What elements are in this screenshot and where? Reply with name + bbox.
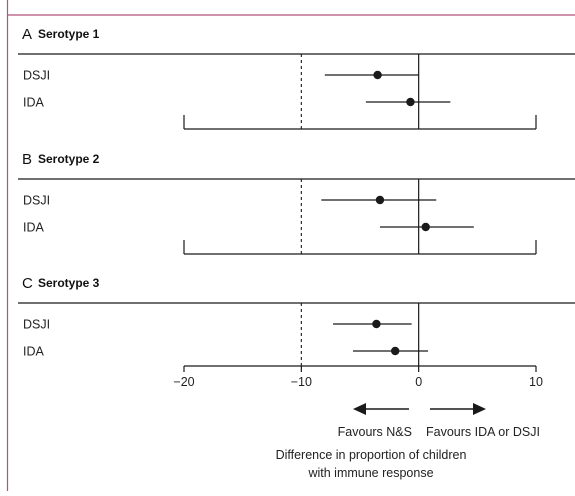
panel-c-tick-label-0: 0 — [415, 375, 422, 389]
x-axis-label-line2: with immune response — [307, 466, 433, 480]
panel-c-letter: C — [22, 275, 33, 292]
favours-left-label: Favours N&S — [338, 425, 412, 439]
panel-c-ida-point — [391, 347, 399, 355]
panel-c-title: Serotype 3 — [38, 276, 100, 290]
panel-b-title: Serotype 2 — [38, 152, 100, 166]
panel-b: B Serotype 2 DSJI IDA — [8, 140, 575, 254]
panel-a-letter: A — [22, 26, 32, 43]
panel-a-ida-point — [406, 98, 414, 106]
favours-left-arrowhead — [353, 403, 366, 415]
x-axis-label-line1: Difference in proportion of children — [276, 448, 467, 462]
panel-b-dsji-label: DSJI — [23, 194, 50, 208]
panel-c-dsji-label: DSJI — [23, 318, 50, 332]
panel-c-dsji-point — [372, 320, 380, 328]
panel-b-letter: B — [22, 151, 32, 168]
panel-a-dsji-point — [373, 71, 381, 79]
favours-arrows — [353, 403, 486, 415]
panel-c-tick-label-10: 10 — [529, 375, 543, 389]
panel-b-ida-label: IDA — [23, 221, 45, 235]
panel-c-tick-label-neg10: −10 — [291, 375, 312, 389]
panel-c-ida-label: IDA — [23, 345, 45, 359]
panel-a-ida-label: IDA — [23, 96, 45, 110]
panel-a-title: Serotype 1 — [38, 27, 100, 41]
favours-right-label: Favours IDA or DSJI — [426, 425, 540, 439]
panel-a: A Serotype 1 DSJI IDA — [18, 26, 575, 129]
panel-c: C Serotype 3 −20 −10 0 10 DSJI IDA — [8, 264, 575, 389]
panel-a-dsji-label: DSJI — [23, 69, 50, 83]
panel-b-ida-point — [422, 223, 430, 231]
panel-b-dsji-point — [376, 196, 384, 204]
favours-right-arrowhead — [473, 403, 486, 415]
panel-c-tick-label-neg20: −20 — [173, 375, 194, 389]
